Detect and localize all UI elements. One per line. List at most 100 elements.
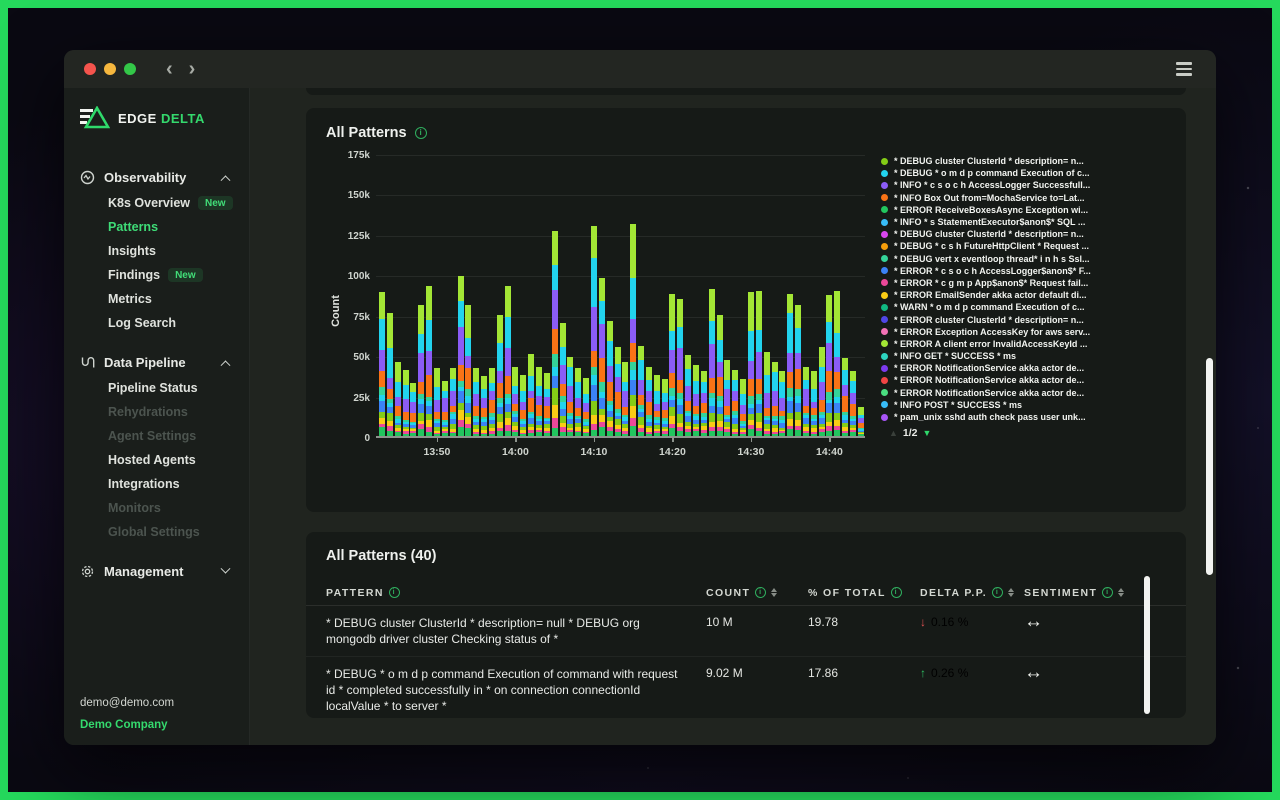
- bar-stack[interactable]: [528, 353, 535, 436]
- sort-icon[interactable]: [1008, 588, 1015, 597]
- bar-stack[interactable]: [685, 355, 692, 436]
- bar-stack[interactable]: [700, 371, 707, 436]
- bar-stack[interactable]: [645, 366, 652, 436]
- bar-stack[interactable]: [787, 293, 794, 436]
- sidebar-section-data-pipeline[interactable]: Data Pipeline: [64, 349, 249, 376]
- sort-icon[interactable]: [1118, 588, 1125, 597]
- bar-stack[interactable]: [724, 360, 731, 436]
- sidebar-item-log-search[interactable]: Log Search: [64, 311, 249, 335]
- close-window-icon[interactable]: [84, 63, 96, 75]
- info-icon[interactable]: i: [992, 587, 1004, 598]
- bar-stack[interactable]: [834, 290, 841, 436]
- column-header-delta-p-p-[interactable]: DELTA P.P. i: [920, 587, 1024, 599]
- bar-stack[interactable]: [598, 277, 605, 436]
- legend-item[interactable]: * DEBUG * c s h FutureHttpClient * Reque…: [881, 240, 1139, 252]
- bar-stack[interactable]: [559, 322, 566, 436]
- bar-stack[interactable]: [677, 298, 684, 436]
- column-header-count[interactable]: COUNT i: [706, 587, 808, 599]
- info-icon[interactable]: i: [890, 587, 902, 598]
- legend-item[interactable]: * ERROR NotificationService akka actor d…: [881, 387, 1139, 399]
- legend-item[interactable]: * ERROR Exception AccessKey for aws serv…: [881, 326, 1139, 338]
- bar-stack[interactable]: [779, 371, 786, 436]
- bar-stack[interactable]: [810, 371, 817, 436]
- bar-stack[interactable]: [457, 276, 464, 436]
- legend-item[interactable]: * ERROR * c g m p App$anon$* Request fai…: [881, 277, 1139, 289]
- company-name[interactable]: Demo Company: [80, 719, 168, 731]
- sidebar-item-insights[interactable]: Insights: [64, 239, 249, 263]
- bar-stack[interactable]: [386, 313, 393, 436]
- bar-stack[interactable]: [441, 381, 448, 436]
- legend-item[interactable]: * ERROR EmailSender akka actor default d…: [881, 289, 1139, 301]
- forward-icon[interactable]: ›: [188, 58, 196, 80]
- legend-item[interactable]: * INFO POST * SUCCESS * ms: [881, 399, 1139, 411]
- bar-stack[interactable]: [818, 347, 825, 436]
- sort-icon[interactable]: [771, 588, 778, 597]
- bar-stack[interactable]: [669, 293, 676, 436]
- sidebar-item-findings[interactable]: Findings New: [64, 263, 249, 287]
- bar-stack[interactable]: [850, 371, 856, 436]
- legend-item[interactable]: * ERROR NotificationService akka actor d…: [881, 374, 1139, 386]
- bar-stack[interactable]: [826, 295, 833, 436]
- sidebar-item-patterns[interactable]: Patterns: [64, 215, 249, 239]
- bar-stack[interactable]: [473, 368, 480, 436]
- sidebar-item-metrics[interactable]: Metrics: [64, 287, 249, 311]
- bar-stack[interactable]: [426, 285, 433, 436]
- legend-item[interactable]: * WARN * o m d p command Execution of c.…: [881, 301, 1139, 313]
- edge-delta-logo[interactable]: EDGE DELTA: [64, 106, 249, 130]
- legend-page-up-icon[interactable]: ▲: [889, 428, 898, 438]
- legend-item[interactable]: * INFO * c s o c h AccessLogger Successf…: [881, 179, 1139, 191]
- column-header--of-total[interactable]: % OF TOTAL i: [808, 587, 920, 599]
- bar-stack[interactable]: [488, 368, 495, 436]
- minimize-window-icon[interactable]: [104, 63, 116, 75]
- sidebar-item-integrations[interactable]: Integrations: [64, 472, 249, 496]
- column-header-sentiment[interactable]: SENTIMENT i: [1024, 587, 1174, 599]
- legend-item[interactable]: * ERROR ReceiveBoxesAsync Exception wi..…: [881, 204, 1139, 216]
- sidebar-section-observability[interactable]: Observability: [64, 164, 249, 191]
- table-scrollbar[interactable]: [1144, 576, 1150, 714]
- bar-stack[interactable]: [606, 321, 613, 436]
- legend-item[interactable]: * INFO GET * SUCCESS * ms: [881, 350, 1139, 362]
- bar-stack[interactable]: [622, 361, 629, 436]
- bar-stack[interactable]: [763, 352, 770, 436]
- bar-stack[interactable]: [551, 230, 558, 436]
- bar-stack[interactable]: [520, 374, 527, 436]
- info-icon[interactable]: i: [755, 587, 767, 598]
- stacked-bar-chart[interactable]: 13:50 14:00 14:10 14:20 14:30 14:40: [376, 155, 865, 458]
- bar-stack[interactable]: [567, 356, 574, 436]
- bar-stack[interactable]: [740, 379, 747, 436]
- legend-item[interactable]: * ERROR NotificationService akka actor d…: [881, 362, 1139, 374]
- bar-stack[interactable]: [842, 358, 849, 436]
- bar-stack[interactable]: [418, 305, 425, 436]
- legend-item[interactable]: * INFO * s StatementExecutor$anon$* SQL …: [881, 216, 1139, 228]
- bar-stack[interactable]: [708, 288, 715, 436]
- bar-stack[interactable]: [402, 369, 409, 436]
- bar-stack[interactable]: [747, 292, 754, 436]
- column-header-pattern[interactable]: PATTERN i: [326, 587, 706, 599]
- bar-stack[interactable]: [638, 345, 645, 436]
- bar-stack[interactable]: [590, 225, 597, 436]
- bar-stack[interactable]: [653, 374, 660, 436]
- bar-stack[interactable]: [716, 314, 723, 436]
- table-row[interactable]: * DEBUG cluster ClusterId * description=…: [306, 606, 1186, 657]
- bar-stack[interactable]: [433, 368, 440, 436]
- sidebar-item-hosted-agents[interactable]: Hosted Agents: [64, 448, 249, 472]
- bar-stack[interactable]: [857, 406, 864, 436]
- hamburger-menu-icon[interactable]: [1172, 58, 1196, 80]
- bar-stack[interactable]: [394, 361, 401, 436]
- sidebar-item-k8s-overview[interactable]: K8s Overview New: [64, 191, 249, 215]
- sidebar-section-management[interactable]: Management: [64, 558, 249, 585]
- bar-stack[interactable]: [795, 305, 802, 436]
- sidebar-item-pipeline-status[interactable]: Pipeline Status: [64, 376, 249, 400]
- bar-stack[interactable]: [496, 314, 503, 436]
- legend-item[interactable]: * DEBUG cluster ClusterId * description=…: [881, 155, 1139, 167]
- bar-stack[interactable]: [583, 377, 590, 436]
- bar-stack[interactable]: [771, 361, 778, 436]
- bar-stack[interactable]: [614, 347, 621, 436]
- legend-item[interactable]: * DEBUG * o m d p command Execution of c…: [881, 167, 1139, 179]
- bar-stack[interactable]: [512, 366, 519, 436]
- bar-stack[interactable]: [755, 290, 762, 436]
- bar-stack[interactable]: [802, 366, 809, 436]
- table-row[interactable]: * DEBUG * o m d p command Execution of c…: [306, 657, 1186, 718]
- bar-stack[interactable]: [536, 366, 542, 436]
- bar-stack[interactable]: [504, 285, 511, 436]
